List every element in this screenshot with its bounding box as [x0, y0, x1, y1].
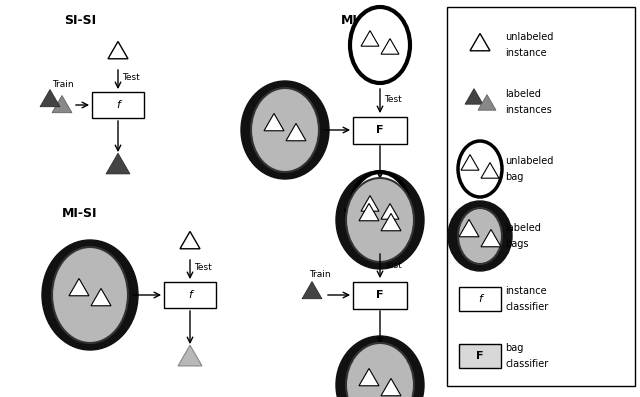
- Text: SI-MI: SI-MI: [342, 207, 378, 220]
- Ellipse shape: [42, 240, 138, 350]
- Text: Train: Train: [309, 270, 331, 279]
- Text: labeled: labeled: [505, 223, 541, 233]
- Ellipse shape: [350, 172, 410, 248]
- Text: bags: bags: [505, 239, 529, 249]
- Ellipse shape: [251, 88, 319, 172]
- Text: f: f: [188, 290, 192, 300]
- Text: instance: instance: [505, 48, 547, 58]
- FancyBboxPatch shape: [459, 287, 501, 311]
- Polygon shape: [286, 123, 306, 141]
- Polygon shape: [470, 33, 490, 51]
- Polygon shape: [381, 39, 399, 54]
- Ellipse shape: [458, 208, 502, 264]
- FancyBboxPatch shape: [164, 282, 216, 308]
- Polygon shape: [381, 378, 401, 396]
- Text: Train: Train: [97, 266, 119, 275]
- Text: classifier: classifier: [505, 359, 548, 369]
- Polygon shape: [178, 345, 202, 366]
- Text: Train: Train: [52, 80, 74, 89]
- Text: instances: instances: [505, 105, 552, 115]
- Text: f: f: [478, 294, 482, 304]
- Ellipse shape: [350, 7, 410, 83]
- Polygon shape: [180, 231, 200, 249]
- Polygon shape: [69, 278, 89, 296]
- Ellipse shape: [336, 336, 424, 397]
- Polygon shape: [361, 196, 379, 211]
- Ellipse shape: [241, 81, 329, 179]
- Text: Train: Train: [291, 103, 313, 112]
- FancyBboxPatch shape: [447, 7, 635, 386]
- Ellipse shape: [346, 343, 414, 397]
- FancyBboxPatch shape: [353, 281, 407, 308]
- Text: Test: Test: [384, 260, 402, 270]
- Polygon shape: [40, 89, 60, 107]
- Polygon shape: [302, 281, 322, 299]
- Text: classifier: classifier: [505, 302, 548, 312]
- Text: Test: Test: [384, 96, 402, 104]
- Ellipse shape: [448, 201, 512, 271]
- FancyBboxPatch shape: [92, 92, 144, 118]
- Polygon shape: [108, 41, 128, 59]
- FancyBboxPatch shape: [459, 344, 501, 368]
- Polygon shape: [459, 220, 479, 237]
- Text: F: F: [376, 290, 384, 300]
- Text: Test: Test: [194, 264, 212, 272]
- Text: Test: Test: [122, 73, 140, 83]
- FancyBboxPatch shape: [353, 116, 407, 143]
- Text: F: F: [376, 125, 384, 135]
- Polygon shape: [478, 94, 496, 110]
- Polygon shape: [481, 229, 501, 247]
- Text: MI-SI: MI-SI: [62, 207, 98, 220]
- Text: SI-SI: SI-SI: [64, 14, 96, 27]
- Polygon shape: [361, 31, 379, 46]
- Text: unlabeled: unlabeled: [505, 156, 554, 166]
- Polygon shape: [106, 153, 130, 174]
- Text: labeled: labeled: [505, 89, 541, 99]
- Polygon shape: [52, 95, 72, 113]
- Text: MI-MI: MI-MI: [340, 14, 380, 27]
- Text: instance: instance: [505, 286, 547, 296]
- Text: unlabeled: unlabeled: [505, 32, 554, 42]
- Polygon shape: [359, 203, 379, 221]
- Polygon shape: [359, 368, 379, 386]
- Polygon shape: [481, 163, 499, 178]
- Polygon shape: [264, 114, 284, 131]
- Text: bag: bag: [505, 343, 524, 353]
- Ellipse shape: [458, 141, 502, 197]
- Text: F: F: [476, 351, 484, 361]
- Ellipse shape: [346, 178, 414, 262]
- Ellipse shape: [336, 171, 424, 269]
- Polygon shape: [91, 289, 111, 306]
- Polygon shape: [465, 89, 483, 104]
- Polygon shape: [381, 204, 399, 219]
- Text: f: f: [116, 100, 120, 110]
- Polygon shape: [381, 214, 401, 231]
- Polygon shape: [461, 154, 479, 170]
- Text: bag: bag: [505, 172, 524, 182]
- Ellipse shape: [52, 247, 128, 343]
